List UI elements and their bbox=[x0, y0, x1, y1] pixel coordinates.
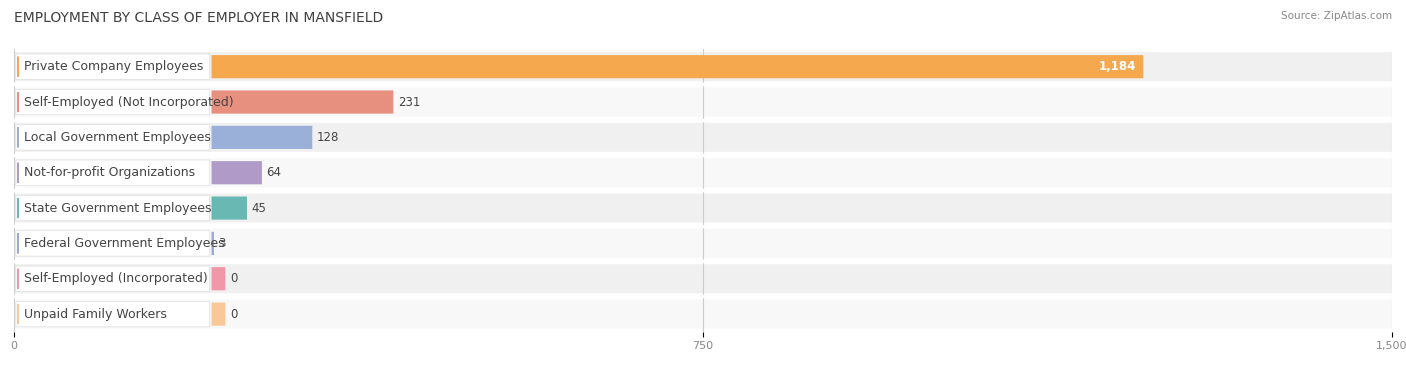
Text: 0: 0 bbox=[231, 272, 238, 285]
Text: Unpaid Family Workers: Unpaid Family Workers bbox=[24, 308, 167, 320]
FancyBboxPatch shape bbox=[211, 196, 247, 220]
FancyBboxPatch shape bbox=[14, 87, 1392, 116]
Text: 3: 3 bbox=[218, 237, 226, 250]
Text: Not-for-profit Organizations: Not-for-profit Organizations bbox=[24, 166, 195, 179]
FancyBboxPatch shape bbox=[14, 300, 1392, 329]
FancyBboxPatch shape bbox=[15, 54, 209, 80]
Text: 1,184: 1,184 bbox=[1098, 60, 1136, 73]
FancyBboxPatch shape bbox=[14, 52, 1392, 81]
FancyBboxPatch shape bbox=[211, 232, 214, 255]
Text: Self-Employed (Not Incorporated): Self-Employed (Not Incorporated) bbox=[24, 95, 233, 109]
FancyBboxPatch shape bbox=[15, 160, 209, 185]
FancyBboxPatch shape bbox=[211, 161, 262, 184]
Text: Self-Employed (Incorporated): Self-Employed (Incorporated) bbox=[24, 272, 208, 285]
Text: 0: 0 bbox=[231, 308, 238, 320]
FancyBboxPatch shape bbox=[15, 89, 209, 115]
FancyBboxPatch shape bbox=[14, 193, 1392, 222]
FancyBboxPatch shape bbox=[211, 90, 394, 113]
Text: 64: 64 bbox=[267, 166, 281, 179]
FancyBboxPatch shape bbox=[14, 229, 1392, 258]
Text: EMPLOYMENT BY CLASS OF EMPLOYER IN MANSFIELD: EMPLOYMENT BY CLASS OF EMPLOYER IN MANSF… bbox=[14, 11, 384, 25]
FancyBboxPatch shape bbox=[14, 264, 1392, 293]
FancyBboxPatch shape bbox=[15, 195, 209, 221]
Text: 231: 231 bbox=[398, 95, 420, 109]
FancyBboxPatch shape bbox=[211, 126, 312, 149]
FancyBboxPatch shape bbox=[14, 158, 1392, 187]
Text: 128: 128 bbox=[316, 131, 339, 144]
Text: Private Company Employees: Private Company Employees bbox=[24, 60, 202, 73]
FancyBboxPatch shape bbox=[15, 301, 209, 327]
FancyBboxPatch shape bbox=[14, 123, 1392, 152]
Text: State Government Employees: State Government Employees bbox=[24, 202, 211, 215]
FancyBboxPatch shape bbox=[15, 266, 209, 291]
FancyBboxPatch shape bbox=[15, 125, 209, 150]
FancyBboxPatch shape bbox=[15, 231, 209, 256]
Text: Federal Government Employees: Federal Government Employees bbox=[24, 237, 225, 250]
Text: Source: ZipAtlas.com: Source: ZipAtlas.com bbox=[1281, 11, 1392, 21]
Text: 45: 45 bbox=[252, 202, 266, 215]
Text: Local Government Employees: Local Government Employees bbox=[24, 131, 211, 144]
FancyBboxPatch shape bbox=[211, 55, 1143, 78]
FancyBboxPatch shape bbox=[211, 302, 225, 326]
FancyBboxPatch shape bbox=[211, 267, 225, 290]
